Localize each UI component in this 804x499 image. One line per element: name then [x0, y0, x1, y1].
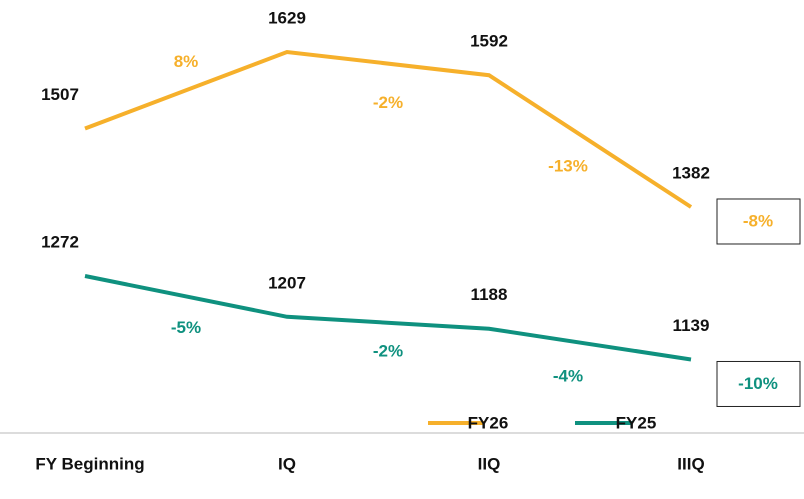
total-change-box — [716, 198, 801, 245]
data-label: 1272 — [41, 233, 79, 252]
total-change-label: -10% — [738, 374, 778, 393]
change-label: 8% — [174, 52, 199, 71]
data-label: 1207 — [268, 273, 306, 292]
change-label: -2% — [373, 341, 403, 360]
x-tick-label: FY Beginning — [35, 454, 144, 473]
total-change-label: -8% — [743, 211, 773, 230]
data-label: 1592 — [470, 32, 508, 51]
total-change-box — [716, 360, 801, 407]
line — [84, 274, 692, 362]
x-tick-label: IIIQ — [677, 454, 704, 473]
change-label: -4% — [553, 367, 583, 386]
x-tick-label: IQ — [278, 454, 296, 473]
legend-label: FY26 — [468, 413, 509, 432]
legend-label: FY25 — [616, 413, 657, 432]
change-label: -5% — [171, 318, 201, 337]
change-label: -2% — [373, 93, 403, 112]
x-tick-label: IIQ — [478, 454, 501, 473]
data-label: 1139 — [673, 316, 710, 335]
line — [84, 49, 693, 209]
data-label: 1382 — [672, 163, 710, 182]
data-label: 1629 — [268, 8, 306, 27]
data-label: 1507 — [41, 85, 79, 104]
change-label: -13% — [548, 157, 588, 176]
data-label: 1188 — [471, 285, 508, 304]
